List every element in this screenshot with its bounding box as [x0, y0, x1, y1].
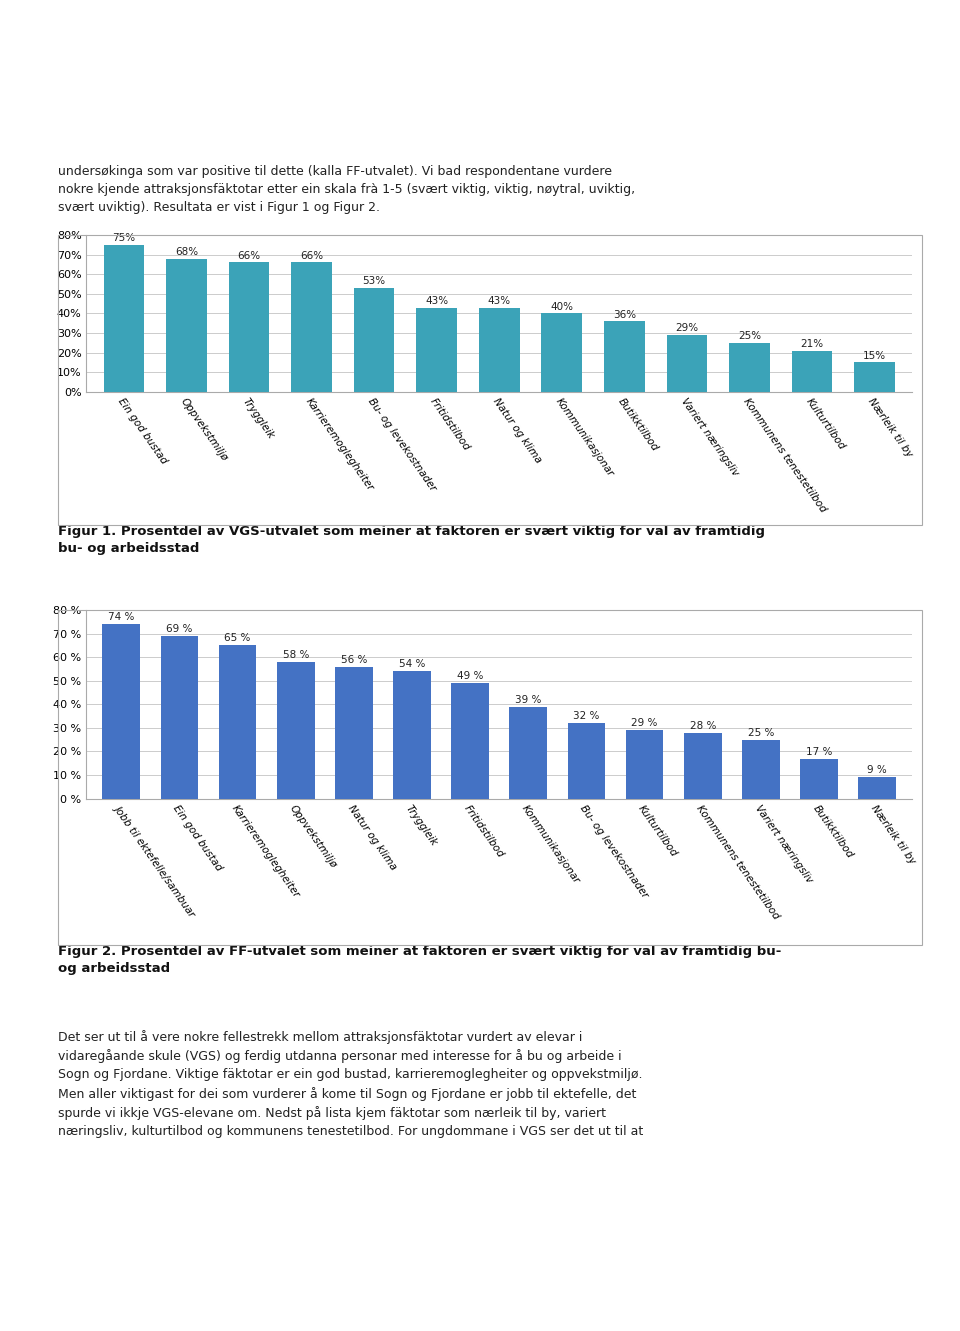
Text: 21%: 21% [801, 339, 824, 349]
Text: 53%: 53% [363, 277, 386, 286]
Bar [626, 731, 663, 799]
Text: 28 %: 28 % [689, 720, 716, 731]
Text: 43%: 43% [425, 295, 448, 306]
Bar [858, 777, 896, 799]
Bar [393, 671, 431, 799]
Text: 40%: 40% [550, 302, 573, 311]
Text: 58 %: 58 % [282, 650, 309, 660]
Text: undersøkinga som var positive til dette (kalla FF-utvalet). Vi bad respondentane: undersøkinga som var positive til dette … [58, 165, 635, 214]
Bar [103, 624, 140, 799]
Text: 9 %: 9 % [867, 765, 887, 776]
Text: 36%: 36% [612, 310, 636, 319]
Bar [335, 667, 372, 799]
Text: 65 %: 65 % [225, 634, 251, 643]
Bar [104, 245, 144, 391]
Bar [604, 321, 644, 391]
Text: 25 %: 25 % [748, 728, 774, 737]
Bar [729, 343, 770, 391]
Bar [451, 683, 489, 799]
Bar [276, 662, 315, 799]
Text: 29 %: 29 % [632, 719, 658, 728]
Text: VESTLANDSFORSKING: VESTLANDSFORSKING [12, 16, 236, 35]
Text: 15%: 15% [863, 351, 886, 361]
Bar [742, 740, 780, 799]
Bar [219, 646, 256, 799]
Text: Figur 1. Prosentdel av VGS-utvalet som meiner at faktoren er svært viktig for va: Figur 1. Prosentdel av VGS-utvalet som m… [58, 524, 764, 555]
Bar [291, 262, 332, 391]
Text: 66%: 66% [237, 250, 260, 261]
Text: |  side 10: | side 10 [877, 19, 941, 32]
Bar [160, 636, 199, 799]
Bar [417, 307, 457, 391]
Text: 54 %: 54 % [398, 659, 425, 669]
Bar [166, 258, 206, 391]
Text: 74 %: 74 % [108, 612, 134, 623]
Text: 39 %: 39 % [516, 695, 541, 705]
Text: 29%: 29% [675, 323, 698, 334]
Bar [228, 262, 270, 391]
Bar [354, 287, 395, 391]
Bar [479, 307, 519, 391]
Bar [684, 732, 722, 799]
Bar [854, 362, 895, 391]
Text: 69 %: 69 % [166, 624, 193, 634]
Text: Det ser ut til å vere nokre fellestrekk mellom attraksjonsfäktotar vurdert av el: Det ser ut til å vere nokre fellestrekk … [58, 1030, 643, 1138]
Bar [800, 759, 838, 799]
Bar [666, 335, 708, 391]
Text: Figur 2. Prosentdel av FF-utvalet som meiner at faktoren er svært viktig for val: Figur 2. Prosentdel av FF-utvalet som me… [58, 945, 781, 976]
Text: 32 %: 32 % [573, 711, 600, 721]
Text: 66%: 66% [300, 250, 324, 261]
Bar [567, 723, 606, 799]
Text: 75%: 75% [112, 233, 135, 244]
Text: 56 %: 56 % [341, 655, 367, 664]
Bar [792, 350, 832, 391]
Bar [541, 313, 582, 391]
Text: 68%: 68% [175, 248, 198, 257]
Text: 49 %: 49 % [457, 671, 483, 681]
Text: 25%: 25% [738, 331, 761, 341]
Bar [510, 707, 547, 799]
Text: 43%: 43% [488, 295, 511, 306]
Text: 17 %: 17 % [805, 747, 832, 756]
